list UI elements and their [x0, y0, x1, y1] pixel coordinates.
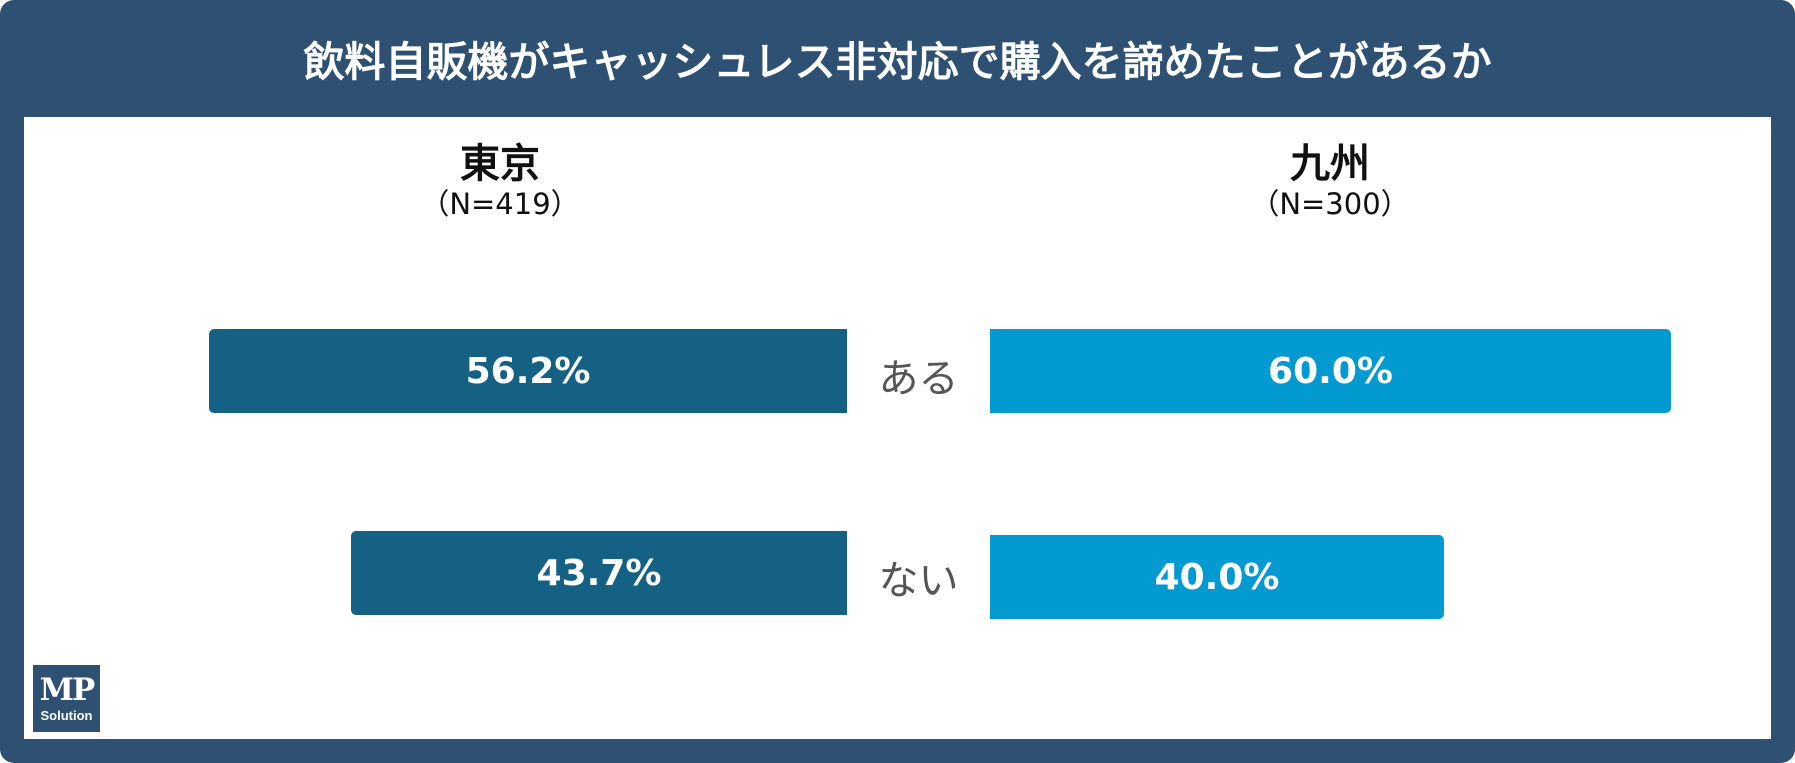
logo-sub-text: Solution	[40, 708, 93, 723]
bar-kyushu-1: 40.0%	[990, 535, 1444, 619]
region-name-kyushu: 九州	[1290, 141, 1370, 187]
region-name-tokyo: 東京	[460, 141, 540, 187]
logo-main-text: MP	[39, 672, 96, 708]
mp-solution-logo: MP Solution	[33, 665, 100, 732]
bar-kyushu-0: 60.0%	[990, 329, 1671, 413]
bar-tokyo-0: 56.2%	[209, 329, 847, 413]
value-label-tokyo-1: 43.7%	[536, 552, 662, 594]
category-label-1: ない	[878, 558, 959, 604]
chart-panel: 東京 （N=419） 九州 （N=300） ある 56.2% 60.0% ない 43.7…	[24, 117, 1771, 739]
value-label-kyushu-1: 40.0%	[1154, 556, 1280, 598]
bar-tokyo-1: 43.7%	[351, 531, 847, 615]
region-n-kyushu: （N=300）	[1250, 187, 1410, 221]
value-label-kyushu-0: 60.0%	[1268, 350, 1393, 392]
category-label-0: ある	[878, 356, 959, 402]
chart-title: 飲料自販機がキャッシュレス非対応で購入を諦めたことがあるか	[303, 38, 1492, 86]
value-label-tokyo-0: 56.2%	[465, 350, 591, 392]
region-n-tokyo: （N=419）	[420, 187, 580, 221]
